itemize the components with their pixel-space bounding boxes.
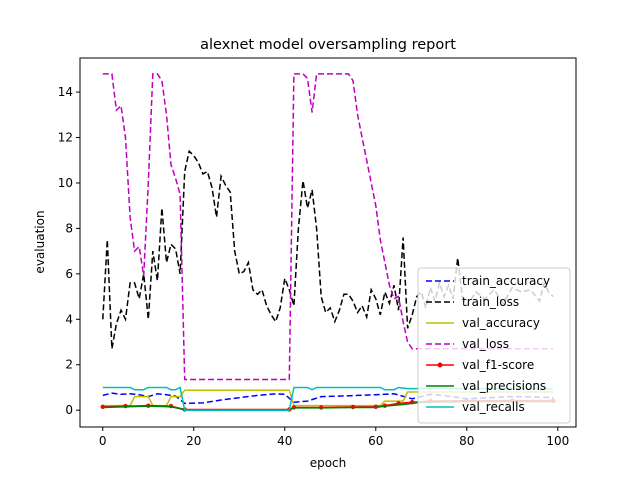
- y-tick-label: 10: [58, 176, 73, 190]
- x-tick-label: 100: [546, 434, 569, 448]
- y-tick-label: 8: [65, 221, 73, 235]
- legend-label: val_precisions: [462, 379, 546, 393]
- legend-label: val_recalls: [462, 400, 525, 414]
- y-tick-label: 6: [65, 267, 73, 281]
- legend-label: val_f1-score: [462, 358, 534, 372]
- x-tick-label: 40: [277, 434, 292, 448]
- y-tick-label: 12: [58, 131, 73, 145]
- legend-label: val_loss: [462, 337, 509, 351]
- x-tick-label: 0: [99, 434, 107, 448]
- series-line-val_precisions: [102, 400, 554, 411]
- chart-title: alexnet model oversampling report: [200, 37, 456, 53]
- legend: train_accuracy train_loss val_accuracy val_…: [417, 267, 571, 424]
- series-line-val_recalls: [102, 386, 554, 411]
- y-tick-label: 0: [65, 403, 73, 417]
- x-tick-label: 60: [368, 434, 383, 448]
- x-tick-label: 80: [459, 434, 474, 448]
- legend-label: train_accuracy: [462, 274, 550, 288]
- y-axis-label: evaluation: [33, 210, 47, 273]
- legend-marker: [437, 362, 443, 368]
- y-tick-label: 4: [65, 312, 73, 326]
- y-axis: 0 2 4 6 8 10 12 14: [58, 85, 80, 417]
- x-tick-label: 20: [186, 434, 201, 448]
- legend-label: val_accuracy: [462, 316, 540, 330]
- y-tick-label: 14: [58, 85, 73, 99]
- series-line-val_accuracy: [102, 389, 554, 407]
- legend-frame: [417, 267, 571, 424]
- x-axis-label: epoch: [310, 456, 347, 470]
- legend-label: train_loss: [462, 295, 519, 309]
- x-axis: 0 20 40 60 80 100: [99, 427, 569, 448]
- series-line-val_loss: [102, 73, 554, 381]
- y-tick-label: 2: [65, 358, 73, 372]
- plot-frame: [79, 57, 577, 428]
